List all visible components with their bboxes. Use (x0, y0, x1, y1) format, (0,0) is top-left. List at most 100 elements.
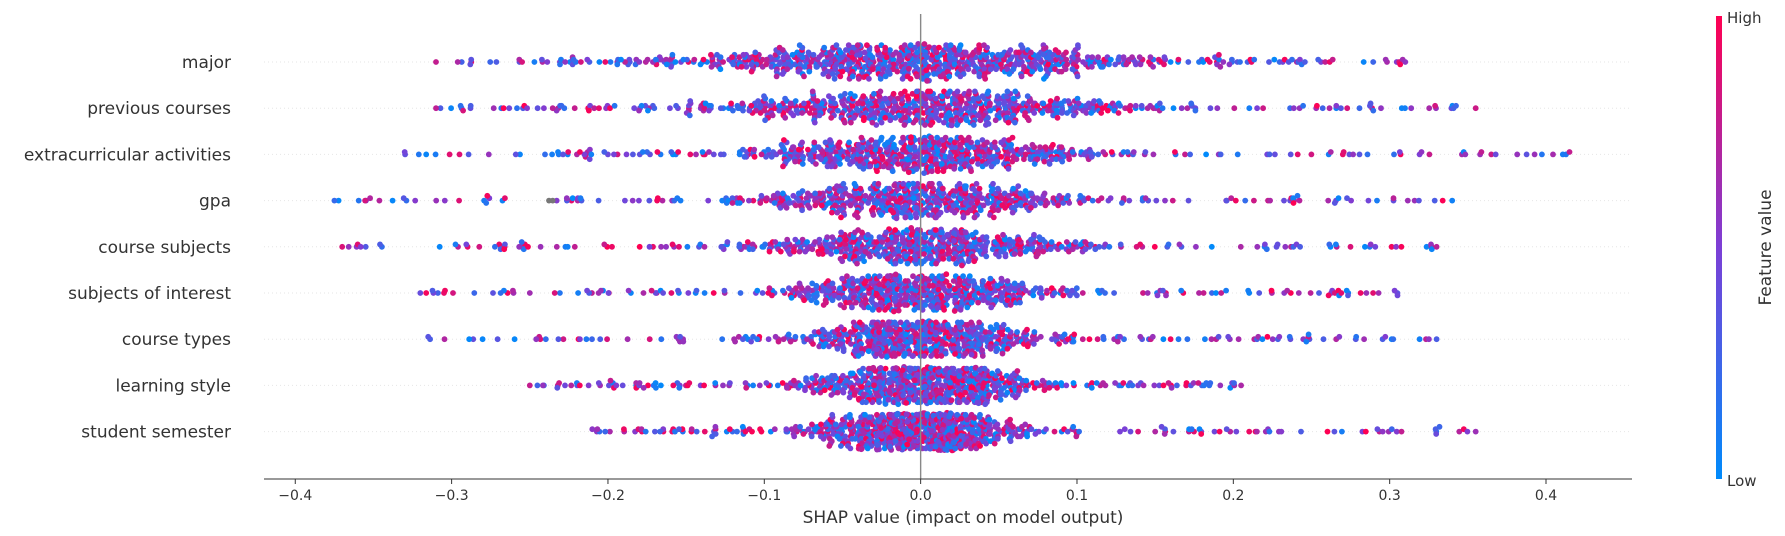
shap-point (1169, 197, 1176, 204)
shap-point (786, 200, 793, 206)
shap-point (1360, 59, 1367, 65)
shap-point (463, 241, 470, 248)
shap-point (992, 117, 999, 124)
shap-point (990, 214, 997, 221)
shap-point (1333, 241, 1339, 248)
shap-point (1017, 299, 1023, 306)
shap-point (856, 319, 863, 326)
shap-point (510, 287, 516, 294)
shap-point (1069, 246, 1076, 253)
shap-point (974, 112, 981, 119)
shap-point (1340, 149, 1347, 155)
shap-point (933, 214, 939, 221)
shap-point (951, 209, 958, 216)
shap-point (1147, 54, 1154, 61)
shap-point (958, 134, 964, 141)
shap-point (849, 54, 856, 61)
shap-point (897, 337, 903, 344)
shap-point (1225, 333, 1232, 340)
shap-point (1089, 54, 1096, 61)
shap-point (1488, 151, 1495, 158)
shap-point (801, 63, 808, 70)
shap-point (969, 340, 975, 347)
shap-point (1187, 151, 1193, 158)
shap-point (872, 158, 878, 165)
shap-point (1010, 341, 1017, 347)
shap-point (740, 336, 746, 343)
shap-point (940, 255, 947, 262)
shap-point (1100, 333, 1107, 340)
shap-point (708, 63, 715, 70)
shap-point (1075, 42, 1081, 49)
shap-point (1052, 331, 1059, 338)
shap-point (953, 332, 959, 338)
shap-point (1426, 336, 1432, 343)
shap-point (1267, 197, 1273, 204)
shap-point (865, 304, 872, 311)
shap-point (746, 197, 752, 204)
shap-point (502, 195, 508, 202)
shap-point (584, 56, 591, 63)
shap-point (786, 285, 792, 292)
shap-point (741, 153, 748, 160)
shap-point (468, 56, 475, 63)
shap-point (988, 163, 995, 170)
shap-point (929, 180, 935, 187)
shap-point (1514, 151, 1521, 158)
shap-point (898, 117, 904, 124)
shap-point (1281, 197, 1287, 204)
shap-point (882, 95, 889, 102)
shap-point (943, 271, 950, 278)
shap-point (460, 107, 466, 114)
shap-point (782, 114, 789, 121)
shap-point (1398, 243, 1405, 250)
shap-point (1188, 100, 1195, 107)
shap-point (834, 345, 841, 352)
shap-point (701, 243, 708, 250)
shap-point (828, 114, 835, 121)
shap-point (1336, 333, 1343, 340)
shap-point (1394, 292, 1401, 299)
shap-point (558, 56, 564, 63)
shap-point (740, 146, 746, 153)
shap-point (1046, 49, 1053, 56)
shap-point (965, 66, 972, 73)
shap-point (736, 200, 743, 206)
shap-point (995, 185, 1001, 192)
shap-point (904, 156, 911, 163)
shap-point (809, 280, 816, 287)
shap-point (1077, 192, 1084, 199)
shap-point (889, 168, 896, 175)
shap-point (544, 59, 551, 65)
shap-point (930, 139, 937, 146)
shap-point (998, 61, 1004, 68)
shap-point (841, 304, 847, 311)
shap-point (748, 102, 755, 109)
shap-point (825, 73, 832, 80)
shap-point (596, 105, 602, 112)
shap-point (1375, 290, 1382, 296)
shap-point (890, 209, 897, 216)
shap-point (865, 273, 872, 280)
shap-point (454, 59, 461, 65)
shap-point (979, 137, 986, 143)
shap-point (972, 229, 979, 236)
shap-point (511, 336, 518, 343)
shap-point (1099, 63, 1106, 70)
shap-point (779, 47, 786, 53)
shap-point (957, 279, 963, 285)
shap-point (622, 197, 628, 204)
shap-point (1382, 333, 1389, 340)
shap-point (766, 285, 773, 292)
shap-point (851, 180, 858, 187)
shap-point (805, 49, 812, 56)
shap-point (1307, 290, 1314, 296)
shap-point (1223, 287, 1229, 294)
shap-point (985, 88, 992, 95)
shap-point (1053, 156, 1060, 163)
shap-point (842, 90, 848, 97)
shap-point (813, 161, 819, 167)
shap-point (780, 190, 786, 197)
shap-point (450, 290, 456, 296)
shap-point (1013, 156, 1020, 163)
